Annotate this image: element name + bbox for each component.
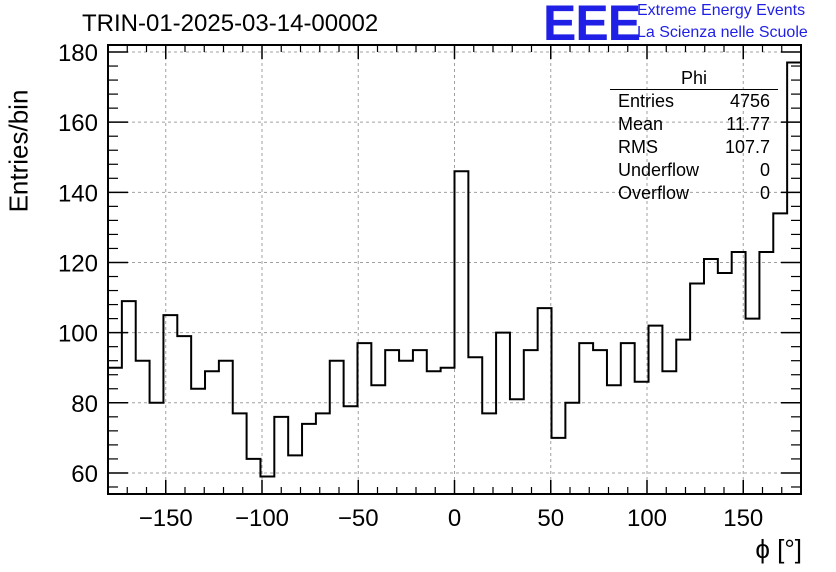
stats-value: 4756	[729, 91, 770, 111]
y-tick-label: 160	[58, 110, 98, 137]
y-tick-label: 60	[71, 461, 98, 488]
x-tick-label: −150	[139, 505, 193, 532]
stats-value: 0	[759, 183, 770, 203]
y-axis-label-wrap: Entries/bin	[4, 90, 34, 213]
x-tick-label: 0	[448, 505, 461, 532]
x-axis-label: ϕ [°]	[755, 534, 802, 564]
x-tick-label: 150	[723, 505, 763, 532]
stats-value: 0	[759, 160, 770, 180]
x-tick-label: 50	[537, 505, 564, 532]
stats-row-entries: Entries 4756	[610, 90, 778, 113]
stats-value: 11.77	[726, 114, 770, 134]
stats-label: Entries	[618, 91, 675, 111]
x-tick-label: 100	[627, 505, 667, 532]
logo-text-line2: La Scienza nelle Scuole	[637, 24, 808, 41]
stats-label: Underflow	[618, 160, 700, 180]
eee-logo: EEE	[543, 0, 641, 51]
stats-label: Mean	[618, 114, 664, 134]
y-tick-label: 100	[58, 321, 98, 348]
y-tick-label: 140	[58, 180, 98, 207]
y-tick-label: 80	[71, 391, 98, 418]
x-tick-labels: −150 −100 −50 0 50 100 150	[139, 505, 764, 532]
x-tick-label: −100	[235, 505, 289, 532]
y-tick-label: 120	[58, 250, 98, 277]
y-tick-labels: 60 80 100 120 140 160 180	[58, 40, 98, 488]
histogram-series-line	[108, 61, 801, 478]
chart-title: TRIN-01-2025-03-14-00002	[82, 10, 379, 37]
stats-row-underflow: Underflow 0	[610, 159, 778, 182]
stats-value: 107.7	[724, 137, 770, 157]
stats-label: RMS	[618, 137, 658, 157]
stats-row-rms: RMS 107.7	[610, 136, 778, 159]
y-axis-label: Entries/bin	[3, 89, 34, 213]
stats-title: Phi	[610, 67, 778, 90]
stats-label: Overflow	[618, 183, 690, 203]
stats-box: Phi Entries 4756 Mean 11.77 RMS 107.7 Un…	[610, 67, 778, 205]
stats-row-overflow: Overflow 0	[610, 182, 778, 205]
stats-row-mean: Mean 11.77	[610, 113, 778, 136]
logo-text-line1: Extreme Energy Events	[637, 2, 806, 19]
x-tick-label: −50	[338, 505, 379, 532]
grid-lines	[108, 45, 801, 494]
axis-ticks	[107, 45, 802, 494]
y-tick-label: 180	[58, 40, 98, 67]
